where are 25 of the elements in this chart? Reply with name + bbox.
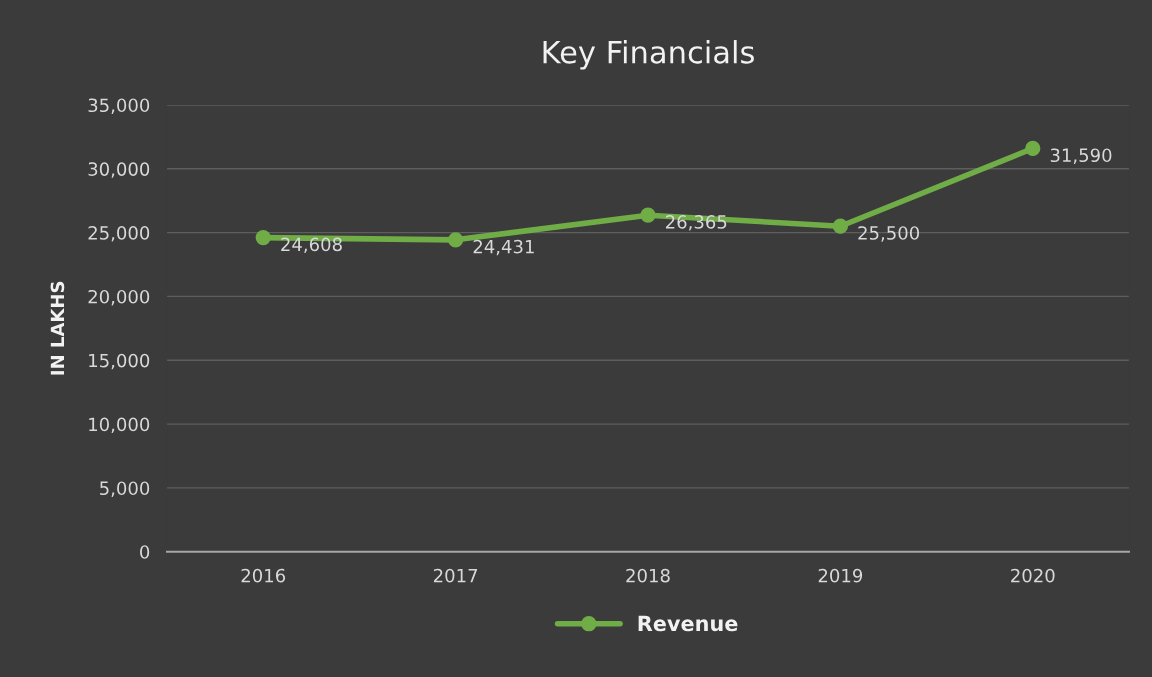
y-tick-label: 15,000 (89, 353, 150, 370)
x-tick-label: 2019 (818, 568, 863, 583)
legend-label: Revenue (638, 615, 738, 632)
y-tick-label: 25,000 (88, 226, 150, 242)
text: 24,608 (281, 237, 342, 254)
y-tick-label: 35,000 (88, 98, 150, 114)
x-tick-label: 2016 (241, 568, 286, 583)
x-tick-label: 2020 (1011, 568, 1055, 583)
text: 25,500 (858, 226, 920, 242)
point (447, 232, 464, 248)
y-tick-label: 5,000 (100, 481, 150, 497)
point (255, 229, 271, 246)
y-tick-label: 20,000 (88, 289, 150, 306)
y-tick-label: 30,000 (88, 162, 150, 178)
chart-title: Key Financials (543, 40, 754, 70)
point (1025, 140, 1041, 157)
x-tick-label: 2018 (626, 568, 670, 583)
y-tick-label: 10,000 (89, 417, 150, 434)
y-axis-title: IN LAKHS (50, 281, 65, 375)
x-tick-label: 2017 (433, 568, 478, 583)
point (832, 218, 849, 234)
text: 31,590 (1050, 148, 1112, 164)
point (640, 207, 656, 223)
text: 24,431 (473, 239, 534, 256)
y-tick-label: 0 (140, 545, 150, 559)
